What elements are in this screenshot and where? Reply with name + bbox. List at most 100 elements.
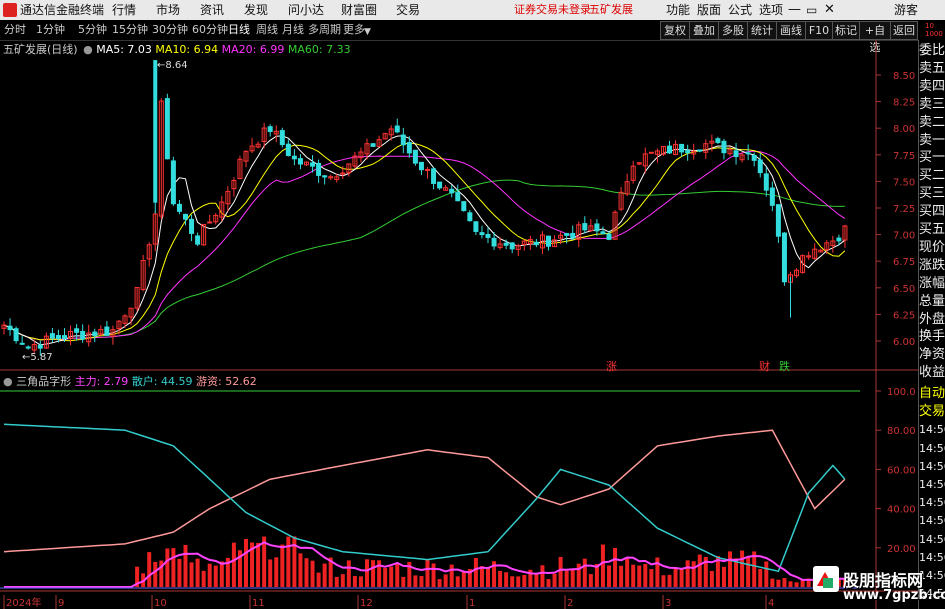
tongji-button[interactable]: 统计 <box>747 21 777 40</box>
period-more[interactable]: 更多 <box>343 23 365 36</box>
volume-bar <box>334 576 339 587</box>
duogu-button[interactable]: 多股 <box>718 21 748 40</box>
guest-button[interactable]: 游客 <box>894 3 919 17</box>
volume-bar <box>425 559 430 587</box>
chart-title: 五矿发展(日线) <box>3 43 78 56</box>
candle-body <box>818 249 824 253</box>
volume-bar <box>758 568 763 587</box>
biaoji-button[interactable]: 标记 <box>832 21 860 40</box>
price-tick-label: 6.50 <box>893 284 915 295</box>
zhuli-line <box>4 541 845 588</box>
period-30min[interactable]: 30分钟 <box>152 23 188 36</box>
candle-body <box>1 324 7 329</box>
volume-bar <box>395 563 400 587</box>
period-1min[interactable]: 1分钟 <box>36 23 65 36</box>
menu-caifuquan[interactable]: 财富圈 <box>341 3 378 17</box>
volume-bar <box>492 561 497 587</box>
quote-field-label: 总量 <box>919 293 945 309</box>
ind-tick-label: 80.00 <box>887 426 916 437</box>
ma20-line <box>3 150 846 341</box>
candle-body <box>485 233 491 238</box>
candle-body <box>370 143 376 147</box>
period-daily[interactable]: 日线 <box>228 23 250 36</box>
marker-zhang[interactable]: 涨 <box>606 360 617 373</box>
chart-settings-icon[interactable]: ● <box>83 43 93 56</box>
candle-body <box>727 149 733 155</box>
candle-body <box>49 333 55 339</box>
date-label: 4 <box>768 598 774 609</box>
volume-bar <box>328 557 333 587</box>
candle-body <box>455 192 461 202</box>
volume-bar <box>455 576 460 587</box>
menu-zixun[interactable]: 资讯 <box>200 3 225 17</box>
watermark-cn: 股朋指标网 <box>843 571 924 590</box>
candle-body <box>654 150 660 155</box>
period-60min[interactable]: 60分钟 <box>192 23 228 36</box>
candle-body <box>503 242 509 246</box>
candle-body <box>546 235 551 247</box>
minimize-icon[interactable]: — <box>788 2 801 17</box>
candle-body <box>836 237 842 242</box>
candle-body <box>582 223 588 231</box>
menu-jiaoyi[interactable]: 交易 <box>396 3 421 17</box>
period-weekly[interactable]: 周线 <box>256 23 278 36</box>
menu-gongshi[interactable]: 公式 <box>728 3 753 17</box>
youzi-label: 游资: 52.62 <box>196 375 257 388</box>
menu-wenxiaoda[interactable]: 问小达 <box>288 3 325 17</box>
auto-trade-label[interactable]: 自动 <box>919 386 945 401</box>
volume-bar <box>377 560 382 587</box>
app-logo-icon <box>3 3 17 17</box>
more-chevron-icon[interactable]: ▼ <box>364 27 371 37</box>
tick-time: 14:56 <box>919 550 945 564</box>
candle-body <box>267 126 273 133</box>
close-icon[interactable]: ✕ <box>824 2 835 17</box>
candle-body <box>642 153 648 167</box>
period-5min[interactable]: 5分钟 <box>78 23 107 36</box>
restore-icon[interactable]: ▭ <box>806 3 818 17</box>
ind-tick-label: 20.00 <box>887 544 916 555</box>
diejia-button[interactable]: 叠加 <box>689 21 719 40</box>
marker-cai[interactable]: 财 <box>759 359 770 373</box>
back-button[interactable]: 返回 <box>890 21 918 40</box>
volume-bar <box>564 570 569 587</box>
volume-bar <box>842 578 847 587</box>
fuquan-button[interactable]: 复权 <box>660 21 690 40</box>
candle-body <box>624 181 630 195</box>
volume-bar <box>358 576 363 587</box>
candle-body <box>122 315 128 324</box>
marker-die[interactable]: 跌 <box>779 359 790 373</box>
candle-body <box>297 158 303 165</box>
volume-bar <box>153 561 158 587</box>
volume-bar <box>600 544 605 587</box>
quote-field-label: 买一 <box>919 150 945 166</box>
period-monthly[interactable]: 月线 <box>282 23 304 36</box>
candle-body <box>539 234 545 249</box>
candle-body <box>279 130 285 146</box>
tick-time: 14:56 <box>919 478 945 491</box>
volume-bar <box>316 572 321 587</box>
candle-body <box>25 346 31 349</box>
candle-body <box>600 231 606 235</box>
candle-body <box>406 142 412 154</box>
menu-faxian[interactable]: 发现 <box>244 3 269 17</box>
kline-chart[interactable]: 8.50 8.25 8.00 7.75 7.50 7.25 7.00 6.75 6.50 6.25… <box>0 0 918 609</box>
indicator-settings-icon[interactable]: ● <box>3 375 13 388</box>
login-notice[interactable]: 证券交易未登录 <box>514 3 591 16</box>
menu-shichang[interactable]: 市场 <box>156 3 181 17</box>
menu-banmian[interactable]: 版面 <box>697 3 722 17</box>
menu-xuanxiang[interactable]: 选项 <box>759 3 784 17</box>
candle-body <box>13 328 19 342</box>
auto-trade-label[interactable]: 交易 <box>919 404 945 420</box>
period-15min[interactable]: 15分钟 <box>112 23 148 36</box>
candle-body <box>110 329 116 337</box>
menu-gongneng[interactable]: 功能 <box>666 3 691 17</box>
volume-bar <box>437 579 442 587</box>
period-fenshi[interactable]: 分时 <box>4 23 26 36</box>
add-watchlist-button[interactable]: +自选 <box>859 21 891 54</box>
menu-hangqing[interactable]: 行情 <box>112 3 137 17</box>
volume-bar <box>147 552 152 587</box>
price-tick-label: 8.00 <box>893 124 915 135</box>
date-label: 11 <box>252 598 265 609</box>
volume-bar <box>135 566 140 587</box>
period-multi[interactable]: 多周期 <box>308 23 341 36</box>
